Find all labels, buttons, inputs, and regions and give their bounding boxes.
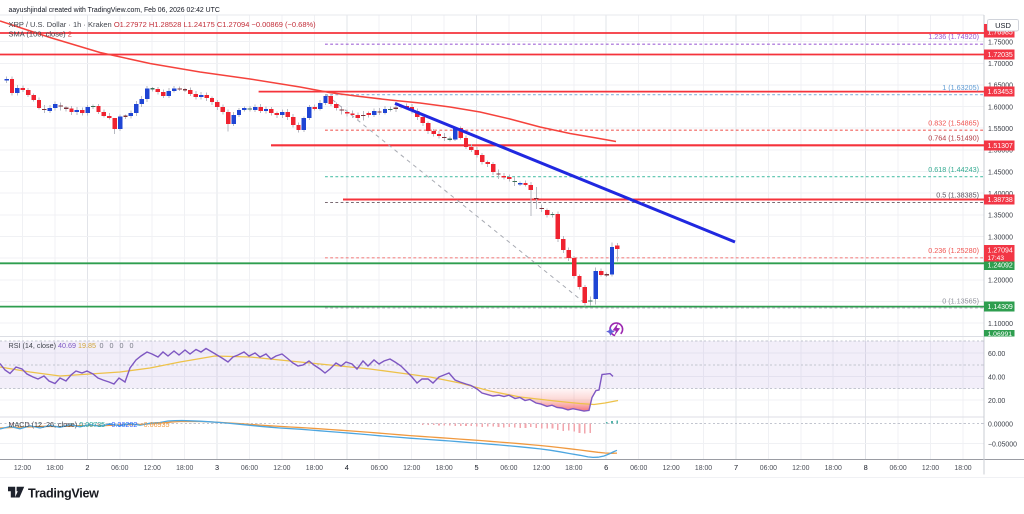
svg-text:1.50000: 1.50000: [988, 148, 1013, 155]
svg-text:0: 0: [120, 341, 124, 350]
svg-text:USD: USD: [995, 21, 1011, 30]
svg-text:1.72035: 1.72035: [988, 52, 1013, 59]
svg-text:06:00: 06:00: [500, 465, 517, 472]
svg-text:1.51307: 1.51307: [988, 143, 1013, 150]
svg-text:18:00: 18:00: [306, 465, 323, 472]
svg-text:18:00: 18:00: [954, 465, 971, 472]
svg-text:12:00: 12:00: [273, 465, 290, 472]
svg-text:0.764 (1.51490): 0.764 (1.51490): [928, 133, 979, 142]
svg-text:0.236 (1.25280): 0.236 (1.25280): [928, 246, 979, 255]
svg-text:1.75000: 1.75000: [988, 39, 1013, 46]
svg-text:40.00: 40.00: [988, 374, 1005, 381]
svg-text:0.832 (1.54865): 0.832 (1.54865): [928, 118, 979, 127]
svg-text:8: 8: [864, 463, 868, 472]
svg-text:6: 6: [604, 463, 608, 472]
svg-text:1.45000: 1.45000: [988, 169, 1013, 176]
svg-text:5: 5: [474, 463, 478, 472]
svg-text:18:00: 18:00: [435, 465, 452, 472]
svg-text:1.38738: 1.38738: [988, 197, 1013, 204]
svg-text:18:00: 18:00: [825, 465, 842, 472]
svg-text:06:00: 06:00: [241, 465, 258, 472]
svg-text:1.70000: 1.70000: [988, 61, 1013, 68]
svg-text:18:00: 18:00: [695, 465, 712, 472]
svg-text:1.20000: 1.20000: [988, 278, 1013, 285]
svg-text:0 (1.13565): 0 (1.13565): [942, 296, 979, 305]
svg-text:17:43: 17:43: [988, 255, 1005, 262]
svg-text:0: 0: [110, 341, 114, 350]
svg-text:1.63453: 1.63453: [988, 89, 1013, 96]
svg-text:60.00: 60.00: [988, 351, 1005, 358]
svg-text:1.14309: 1.14309: [988, 304, 1013, 311]
svg-text:−0.05000: −0.05000: [988, 441, 1017, 448]
svg-text:1.76985: 1.76985: [988, 30, 1013, 37]
svg-text:06:00: 06:00: [889, 465, 906, 472]
svg-text:1.55000: 1.55000: [988, 126, 1013, 133]
svg-text:1 (1.63205): 1 (1.63205): [942, 83, 979, 92]
svg-text:1.65000: 1.65000: [988, 83, 1013, 90]
svg-text:18:00: 18:00: [176, 465, 193, 472]
svg-text:2: 2: [85, 463, 89, 472]
svg-text:RSI (14, close) 40.69 19.85: RSI (14, close) 40.69 19.85: [9, 341, 97, 350]
svg-text:0.5 (1.38385): 0.5 (1.38385): [936, 190, 979, 199]
svg-text:12:00: 12:00: [403, 465, 420, 472]
svg-text:12:00: 12:00: [144, 465, 161, 472]
svg-text:1.236 (1.74920): 1.236 (1.74920): [928, 32, 979, 41]
svg-text:1.06991: 1.06991: [988, 331, 1013, 338]
svg-text:06:00: 06:00: [371, 465, 388, 472]
svg-text:12:00: 12:00: [14, 465, 31, 472]
svg-text:4: 4: [345, 463, 349, 472]
svg-text:06:00: 06:00: [630, 465, 647, 472]
svg-text:18:00: 18:00: [46, 465, 63, 472]
svg-text:1.24092: 1.24092: [988, 262, 1013, 269]
svg-text:1.27094: 1.27094: [988, 247, 1013, 254]
svg-text:XRP / U.S. Dollar · 1h · Krake: XRP / U.S. Dollar · 1h · Kraken O1.27972…: [9, 20, 317, 29]
svg-text:20.00: 20.00: [988, 398, 1005, 405]
svg-text:7: 7: [734, 463, 738, 472]
svg-text:0.618 (1.44243): 0.618 (1.44243): [928, 165, 979, 174]
svg-text:1.60000: 1.60000: [988, 104, 1013, 111]
svg-text:12:00: 12:00: [533, 465, 550, 472]
svg-text:1.10000: 1.10000: [988, 321, 1013, 328]
svg-text:SMA (100, close) 2: SMA (100, close) 2: [9, 30, 72, 39]
svg-text:0: 0: [130, 341, 134, 350]
svg-text:18:00: 18:00: [565, 465, 582, 472]
svg-text:12:00: 12:00: [792, 465, 809, 472]
svg-text:0: 0: [100, 341, 104, 350]
svg-text:12:00: 12:00: [662, 465, 679, 472]
svg-text:0.00000: 0.00000: [988, 422, 1013, 429]
svg-text:3: 3: [215, 463, 219, 472]
svg-text:aayushjindal created with Trad: aayushjindal created with TradingView.co…: [9, 7, 220, 14]
svg-text:MACD (12, 26, close) 0.00735: MACD (12, 26, close) 0.00735 −0.06202 −0…: [9, 420, 170, 429]
svg-text:06:00: 06:00: [111, 465, 128, 472]
svg-text:1.30000: 1.30000: [988, 234, 1013, 241]
svg-text:12:00: 12:00: [922, 465, 939, 472]
svg-text:1.35000: 1.35000: [988, 213, 1013, 220]
svg-text:06:00: 06:00: [760, 465, 777, 472]
svg-text:TradingView: TradingView: [28, 487, 99, 501]
